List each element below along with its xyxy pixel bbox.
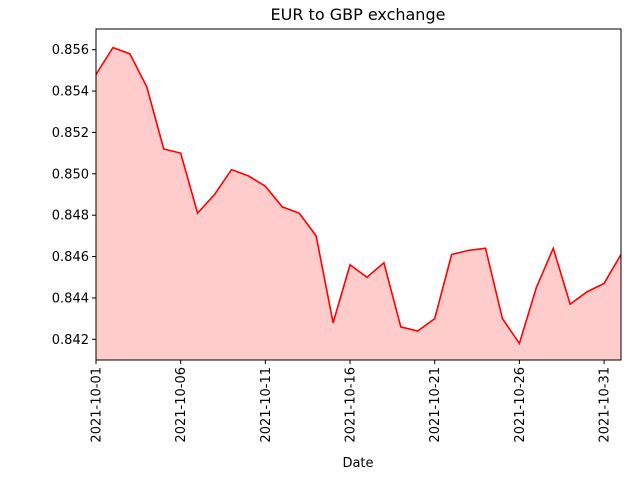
x-tick-label: 2021-10-26 <box>513 367 528 443</box>
y-tick-label: 0.856 <box>52 43 89 58</box>
x-tick-label: 2021-10-21 <box>428 367 443 443</box>
exchange-rate-line <box>95 46 622 346</box>
x-tick-label: 2021-10-06 <box>174 367 189 443</box>
area-fill <box>96 47 621 361</box>
x-tick-label: 2021-10-01 <box>90 367 105 443</box>
y-tick-label: 0.846 <box>52 250 89 265</box>
y-tick-label: 0.848 <box>52 209 89 224</box>
y-tick-label: 0.842 <box>52 333 89 348</box>
x-tick-label: 2021-10-31 <box>598 367 613 443</box>
x-tick-label: 2021-10-11 <box>259 367 274 443</box>
plot-frame <box>95 28 622 361</box>
y-tick-label: 0.850 <box>52 167 89 182</box>
y-tick-label: 0.854 <box>52 85 89 100</box>
x-tick-label: 2021-10-16 <box>344 367 359 443</box>
x-axis-label: Date <box>342 456 373 471</box>
y-tick-label: 0.844 <box>52 291 89 306</box>
chart-title: EUR to GBP exchange <box>271 5 446 24</box>
y-tick-label: 0.852 <box>52 126 89 141</box>
